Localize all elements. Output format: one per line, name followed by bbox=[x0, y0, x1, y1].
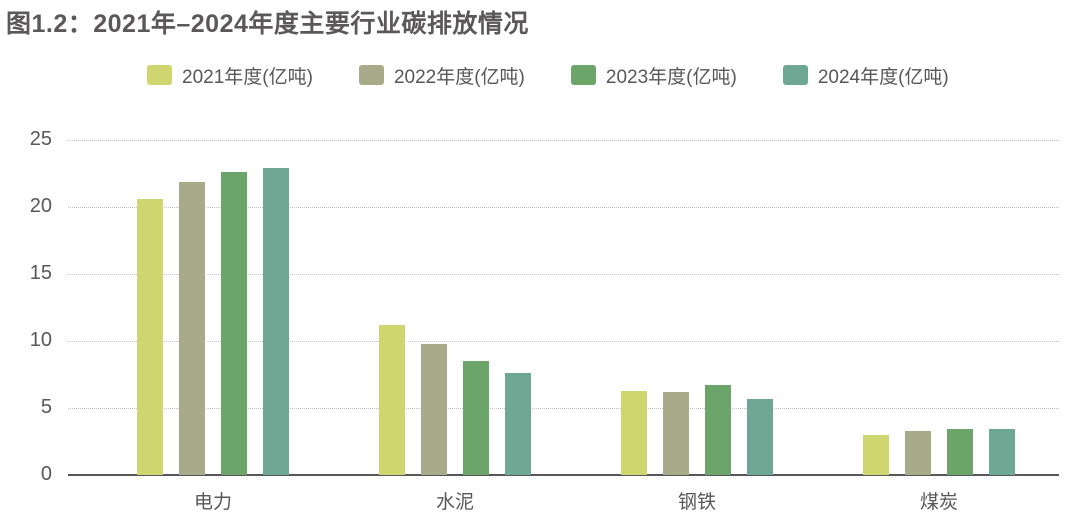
legend-label: 2022年度(亿吨) bbox=[393, 66, 525, 88]
bar-group2-series3 bbox=[747, 398, 773, 475]
legend-label: 2023年度(亿吨) bbox=[605, 66, 737, 88]
legend-item-series3[interactable]: 2024年度(亿吨) bbox=[782, 62, 949, 89]
y-axis-tick-label: 10 bbox=[29, 329, 52, 352]
bar-group3-series0 bbox=[863, 434, 889, 475]
bar-group2-series1 bbox=[663, 391, 689, 475]
gridline bbox=[68, 139, 1059, 141]
bar-group0-series1 bbox=[179, 181, 205, 475]
bar-group1-series2 bbox=[463, 361, 489, 475]
y-axis-tick-label: 25 bbox=[29, 128, 52, 151]
chart-title: 图1.2：2021年–2024年度主要行业碳排放情况 bbox=[6, 10, 529, 38]
x-axis-line bbox=[68, 474, 1059, 476]
gridline bbox=[68, 206, 1059, 208]
legend-label: 2024年度(亿吨) bbox=[817, 66, 949, 88]
y-axis-tick-label: 15 bbox=[29, 262, 52, 285]
bar-group2-series2 bbox=[705, 385, 731, 475]
bar-group2-series0 bbox=[621, 390, 647, 475]
bar-group1-series3 bbox=[505, 373, 531, 475]
legend-swatch-icon bbox=[147, 65, 172, 85]
bar-group1-series0 bbox=[379, 324, 405, 475]
legend-item-series0[interactable]: 2021年度(亿吨) bbox=[147, 62, 313, 89]
x-axis-category-label: 煤炭 bbox=[919, 492, 958, 513]
x-axis-category-label: 钢铁 bbox=[677, 492, 716, 513]
x-axis-category-label: 电力 bbox=[193, 492, 232, 513]
bar-group0-series0 bbox=[137, 198, 163, 475]
legend-item-series2[interactable]: 2023年度(亿吨) bbox=[570, 62, 737, 89]
bar-group1-series1 bbox=[421, 343, 447, 475]
legend-swatch-icon bbox=[570, 65, 596, 85]
gridline bbox=[68, 340, 1059, 342]
x-axis-category-label: 水泥 bbox=[435, 492, 474, 513]
bar-group3-series1 bbox=[905, 430, 931, 475]
legend-swatch-icon bbox=[358, 65, 384, 85]
y-axis-tick-label: 20 bbox=[29, 195, 52, 218]
bar-group3-series2 bbox=[947, 429, 973, 475]
gridline bbox=[68, 273, 1059, 275]
legend: 2021年度(亿吨) 2022年度(亿吨) 2023年度(亿吨) 2024年度(亿吨) bbox=[147, 62, 949, 88]
bar-group3-series3 bbox=[989, 429, 1015, 475]
legend-label: 2021年度(亿吨) bbox=[182, 66, 313, 88]
y-axis-tick-label: 5 bbox=[40, 396, 52, 419]
bar-group0-series2 bbox=[221, 172, 247, 475]
legend-item-series1[interactable]: 2022年度(亿吨) bbox=[358, 62, 525, 89]
bar-group0-series3 bbox=[263, 168, 289, 475]
legend-swatch-icon bbox=[782, 65, 808, 85]
gridline bbox=[68, 407, 1059, 409]
y-axis-tick-label: 0 bbox=[40, 463, 52, 486]
